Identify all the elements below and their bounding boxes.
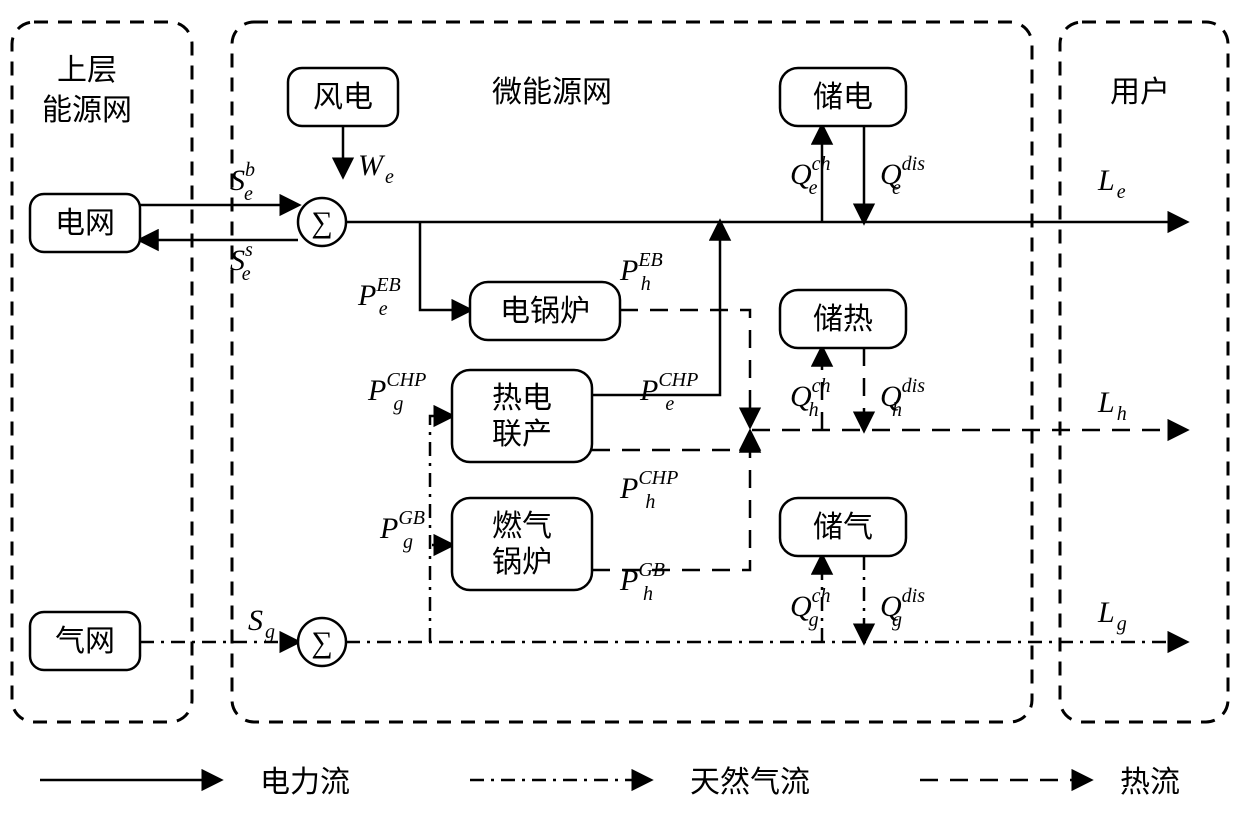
node-chp-l2: 联产	[492, 418, 552, 451]
node-sum-g-label: ∑	[311, 626, 332, 659]
edge-g-to-chp	[430, 416, 452, 642]
user-label: 用户	[1110, 76, 1170, 109]
node-chp-l1: 热电	[492, 382, 552, 415]
var-P_h_GB: PGBh	[619, 559, 665, 605]
node-sum-e-label: ∑	[311, 206, 332, 239]
legend-elec: 电力流	[260, 766, 350, 799]
var-L_h: Lh	[1097, 386, 1127, 425]
var-P_g_CHP: PCHPg	[367, 369, 426, 415]
node-gb-l1: 燃气	[492, 510, 552, 543]
var-L_e: Le	[1097, 164, 1126, 203]
mes-label: 微能源网	[492, 76, 612, 109]
edge-chp-to-hbus	[592, 432, 750, 450]
svg-text:PCHPe: PCHPe	[639, 369, 698, 415]
svg-text:Lg: Lg	[1097, 596, 1127, 635]
svg-text:PCHPh: PCHPh	[619, 467, 678, 513]
upper-label-1: 上层	[57, 54, 117, 87]
svg-text:PEBh: PEBh	[619, 249, 663, 295]
var-Q_e_ch: Qche	[790, 153, 831, 199]
edge-gb-to-hbus	[592, 434, 750, 570]
var-Q_g_ch: Qchg	[790, 585, 831, 631]
node-es-g-label: 储气	[813, 511, 873, 544]
svg-text:Qchg: Qchg	[790, 585, 831, 631]
node-gb-l2: 锅炉	[492, 546, 552, 579]
svg-text:PGBh: PGBh	[619, 559, 665, 605]
var-Q_g_dis: Qdisg	[880, 585, 925, 631]
var-P_e_CHP: PCHPe	[639, 369, 698, 415]
edge-eb-to-hbus	[620, 310, 750, 426]
var-P_h_CHP: PCHPh	[619, 467, 678, 513]
svg-text:Qche: Qche	[790, 153, 831, 199]
var-Q_h_dis: Qdish	[880, 375, 925, 421]
var-S_g: Sg	[248, 604, 275, 643]
var-P_h_EB: PEBh	[619, 249, 663, 295]
svg-text:PEBe: PEBe	[357, 274, 401, 320]
legend-gas: 天然气流	[690, 766, 810, 799]
node-es-h-label: 储热	[813, 303, 873, 336]
var-Q_h_ch: Qchh	[790, 375, 831, 421]
var-P_e_EB: PEBe	[357, 274, 401, 320]
node-eb-label: 电锅炉	[500, 295, 590, 328]
var-P_g_GB: PGBg	[379, 507, 425, 553]
svg-text:Qdise: Qdise	[880, 153, 925, 199]
svg-text:PGBg: PGBg	[379, 507, 425, 553]
svg-text:Sbe: Sbe	[230, 159, 255, 205]
svg-text:Le: Le	[1097, 164, 1126, 203]
diagram-canvas: 上层能源网 微能源网 用户 电网气网 风电电锅炉 储电储热储气 热电联产燃气锅炉 ∑ ∑ Sb…	[0, 0, 1240, 813]
upper-label-2: 能源网	[42, 94, 132, 127]
legend-heat: 热流	[1120, 766, 1180, 799]
var-S_e_b: Sbe	[230, 159, 255, 205]
svg-text:We: We	[358, 149, 394, 188]
edge-e-to-eb	[420, 222, 470, 310]
node-gas-label: 气网	[55, 625, 115, 658]
svg-text:Qdish: Qdish	[880, 375, 925, 421]
var-W_e: We	[358, 149, 394, 188]
svg-text:Qdisg: Qdisg	[880, 585, 925, 631]
node-es-e-label: 储电	[813, 81, 873, 114]
svg-text:Lh: Lh	[1097, 386, 1127, 425]
container-user	[1060, 22, 1228, 722]
var-Q_e_dis: Qdise	[880, 153, 925, 199]
svg-text:Sg: Sg	[248, 604, 275, 643]
node-grid-label: 电网	[55, 207, 115, 240]
var-L_g: Lg	[1097, 596, 1127, 635]
svg-text:PCHPg: PCHPg	[367, 369, 426, 415]
node-wind-label: 风电	[313, 81, 373, 114]
svg-text:Qchh: Qchh	[790, 375, 831, 421]
